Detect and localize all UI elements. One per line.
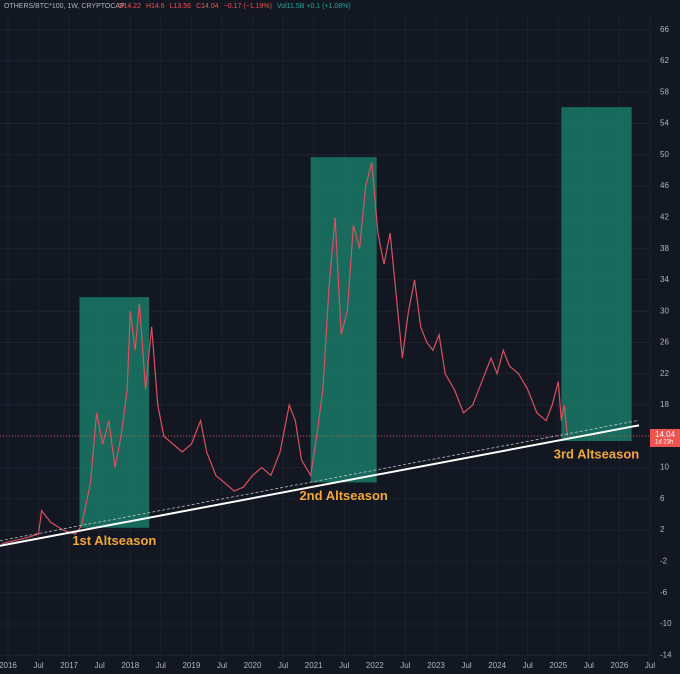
y-tick-label: 6 — [660, 494, 665, 503]
y-tick-label: 58 — [660, 87, 669, 96]
y-tick-label: 42 — [660, 212, 669, 221]
price-line — [1, 162, 569, 545]
y-tick-label: 10 — [660, 463, 669, 472]
y-tick-label: 2 — [660, 525, 665, 534]
zone-label: 3rd Altseason — [554, 446, 640, 461]
x-tick-label: Jul — [217, 661, 227, 670]
y-tick-label: 66 — [660, 25, 669, 34]
trendline — [0, 424, 640, 547]
zone-label: 2nd Altseason — [299, 488, 387, 503]
y-tick-label: 18 — [660, 400, 669, 409]
y-tick-label: -10 — [660, 619, 672, 628]
x-tick-label: Jul — [95, 661, 105, 670]
y-tick-label: 54 — [660, 119, 669, 128]
price-tag-value: 14.04 — [655, 430, 676, 439]
x-tick-label: Jul — [461, 661, 471, 670]
y-tick-label: 46 — [660, 181, 669, 190]
y-tick-label: 22 — [660, 369, 669, 378]
y-tick-label: 30 — [660, 306, 669, 315]
volume: Vol11.5B +0.1 (+1.08%) — [277, 3, 351, 10]
ohlc-value: L13.56 — [170, 3, 192, 10]
y-tick-label: 38 — [660, 244, 669, 253]
x-tick-label: Jul — [156, 661, 166, 670]
altseason-zone — [310, 157, 377, 483]
y-tick-label: -2 — [660, 557, 668, 566]
symbol: OTHERS/BTC*100, 1W, CRYPTOCAP — [4, 3, 125, 10]
y-tick-label: 34 — [660, 275, 669, 284]
x-tick-label: Jul — [523, 661, 533, 670]
price-tag — [650, 428, 680, 447]
y-tick-label: -14 — [660, 650, 672, 659]
altseason-zone — [79, 297, 150, 528]
zone-label: 1st Altseason — [72, 533, 156, 548]
x-tick-label: 2025 — [549, 661, 567, 670]
x-tick-label: 2022 — [366, 661, 384, 670]
x-tick-label: 2024 — [488, 661, 506, 670]
y-tick-label: -6 — [660, 588, 668, 597]
x-tick-label: Jul — [33, 661, 43, 670]
x-tick-label: 2023 — [427, 661, 445, 670]
ohlc-value: C14.04 — [196, 3, 219, 10]
x-tick-label: 2018 — [121, 661, 139, 670]
x-tick-label: 2026 — [611, 661, 629, 670]
x-tick-label: Jul — [584, 661, 594, 670]
x-tick-label: Jul — [400, 661, 410, 670]
x-tick-label: Jul — [278, 661, 288, 670]
x-tick-label: Jul — [645, 661, 655, 670]
y-tick-label: 62 — [660, 56, 669, 65]
y-tick-label: 26 — [660, 338, 669, 347]
x-tick-label: 2020 — [244, 661, 262, 670]
x-tick-label: 2016 — [0, 661, 17, 670]
altseason-zone — [561, 107, 632, 441]
y-tick-label: 50 — [660, 150, 669, 159]
x-tick-label: 2017 — [60, 661, 78, 670]
x-tick-label: 2019 — [182, 661, 200, 670]
x-tick-label: Jul — [339, 661, 349, 670]
ohlc-value: O14.22 — [118, 3, 141, 10]
ohlc-value: H14.6 — [146, 3, 165, 10]
ohlc-value: −0.17 (−1.19%) — [224, 3, 272, 10]
price-tag-countdown: 1d 23h — [655, 440, 673, 446]
trendline-dashed — [0, 420, 640, 542]
x-tick-label: 2021 — [305, 661, 323, 670]
